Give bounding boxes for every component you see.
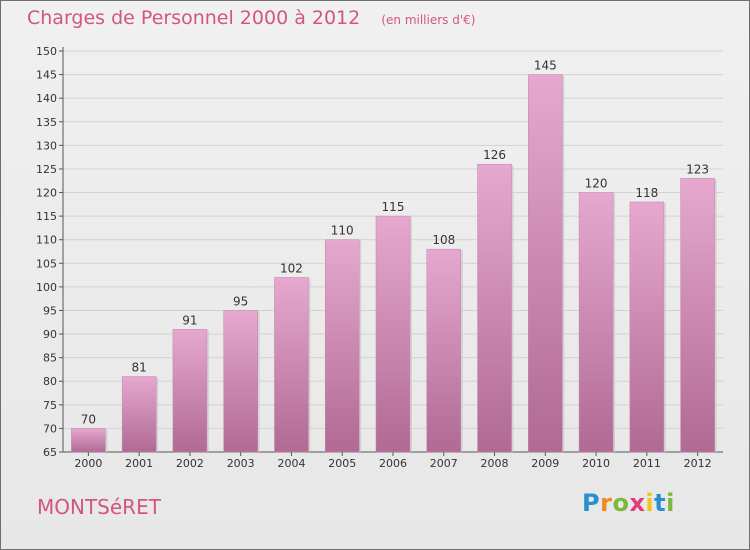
bars (71, 74, 717, 453)
y-tick-label: 70 (43, 422, 57, 435)
logo-letter: i (666, 489, 675, 517)
bar-2009 (528, 74, 563, 453)
bar-2004 (274, 277, 309, 453)
logo-letter: o (612, 489, 630, 517)
y-tick-label: 115 (36, 210, 57, 223)
labels: 70 2000 81 2001 91 2002 95 2003 102 2004 110 2005 11… (74, 59, 711, 470)
data-label-2008: 126 (483, 148, 506, 162)
y-tick-label: 125 (36, 163, 57, 176)
bar-2006 (375, 215, 411, 453)
data-label-2006: 115 (382, 200, 405, 214)
y-tick-label: 105 (36, 257, 57, 270)
data-label-2003: 95 (233, 294, 248, 308)
x-tick-label-2009: 2009 (531, 457, 559, 470)
x-tick-label-2002: 2002 (176, 457, 204, 470)
y-tick-label: 140 (36, 92, 57, 105)
bar-2007 (426, 248, 462, 453)
x-tick-label-2012: 2012 (684, 457, 712, 470)
x-tick-label-2001: 2001 (125, 457, 153, 470)
y-tick-label: 100 (36, 281, 57, 294)
data-label-2001: 81 (132, 361, 147, 375)
data-label-2012: 123 (686, 162, 709, 176)
bar-2001 (121, 376, 157, 453)
y-tick-label: 150 (36, 45, 57, 58)
y-tick-label: 95 (43, 304, 57, 317)
logo-letter: P (582, 489, 601, 517)
logo-letter: x (629, 489, 646, 517)
data-label-2004: 102 (280, 261, 303, 275)
x-tick-label-2010: 2010 (582, 457, 610, 470)
data-label-2002: 91 (182, 313, 197, 327)
title-row: Charges de Personnel 2000 à 2012 (en mil… (27, 7, 475, 29)
bar-2012 (680, 178, 715, 453)
bar-2000 (71, 428, 106, 453)
data-label-2011: 118 (635, 186, 658, 200)
data-label-2005: 110 (331, 224, 354, 238)
bar-2010 (578, 192, 614, 453)
y-tick-label: 90 (43, 328, 57, 341)
chart-title: Charges de Personnel 2000 à 2012 (27, 7, 361, 29)
data-label-2009: 145 (534, 59, 557, 73)
bar-2002 (172, 329, 208, 453)
y-tick-label: 135 (36, 116, 57, 129)
proxiti-logo[interactable]: Proxiti (582, 489, 675, 517)
y-tick-label: 85 (43, 352, 57, 365)
chart-subtitle: (en milliers d'€) (381, 13, 476, 27)
x-tick-label-2011: 2011 (633, 457, 661, 470)
commune-name: MONTSéRET (37, 495, 161, 519)
bar-2005 (324, 239, 360, 453)
data-label-2010: 120 (585, 177, 608, 191)
logo-letter: i (645, 489, 655, 517)
x-tick-label-2008: 2008 (481, 457, 509, 470)
y-tick-label: 65 (43, 446, 57, 459)
logo-letter: r (600, 489, 613, 517)
y-tick-label: 120 (36, 187, 57, 200)
y-tick-label: 80 (43, 375, 57, 388)
bar-2003 (223, 310, 258, 453)
x-tick-label-2000: 2000 (74, 457, 102, 470)
x-tick-label-2003: 2003 (227, 457, 255, 470)
y-tick-label: 75 (43, 399, 57, 412)
y-tick-label: 130 (36, 139, 57, 152)
x-tick-label-2004: 2004 (277, 457, 305, 470)
x-tick-label-2006: 2006 (379, 457, 407, 470)
y-tick-label: 145 (36, 69, 57, 82)
x-tick-label-2005: 2005 (328, 457, 356, 470)
x-tick-label-2007: 2007 (430, 457, 458, 470)
logo-letter: t (654, 489, 667, 517)
bar-2011 (629, 201, 665, 453)
y-tick-label: 110 (36, 234, 57, 247)
bar-2008 (477, 163, 512, 453)
data-label-2000: 70 (81, 412, 96, 426)
data-label-2007: 108 (432, 233, 455, 247)
